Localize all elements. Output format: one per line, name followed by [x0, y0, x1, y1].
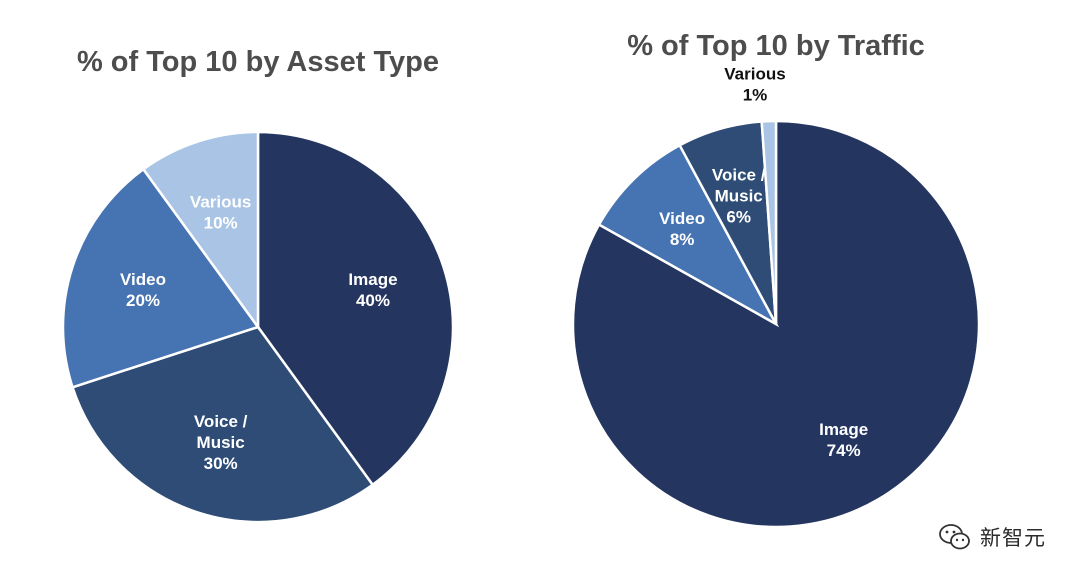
chart-1-pie: Image 40%Voice / Music 30%Video 20%Various 10… — [63, 132, 453, 522]
chart-1-value-various: 10% — [204, 214, 238, 233]
chart-2-value-voice-music: 6% — [726, 207, 751, 226]
chart-2-pie: Image 74%Video 8%Voice / Music 6%Various 1% — [573, 65, 979, 528]
chart-2-label-various: Various 1% — [724, 65, 785, 105]
chart-2-value-video: 8% — [670, 230, 695, 249]
watermark-text: 新智元 — [980, 522, 1046, 552]
chart-1-value-video: 20% — [126, 291, 160, 310]
chart-1-title: % of Top 10 by Asset Type — [77, 46, 439, 78]
wechat-icon — [938, 522, 972, 552]
chart-2-title: % of Top 10 by Traffic — [627, 30, 925, 62]
watermark: 新智元 — [938, 522, 1046, 552]
chart-1-value-image: 40% — [356, 291, 390, 310]
chart-1-value-voice-music: 30% — [204, 454, 238, 473]
chart-2-value-various: 1% — [743, 86, 768, 105]
chart-2-value-image: 74% — [827, 441, 861, 460]
